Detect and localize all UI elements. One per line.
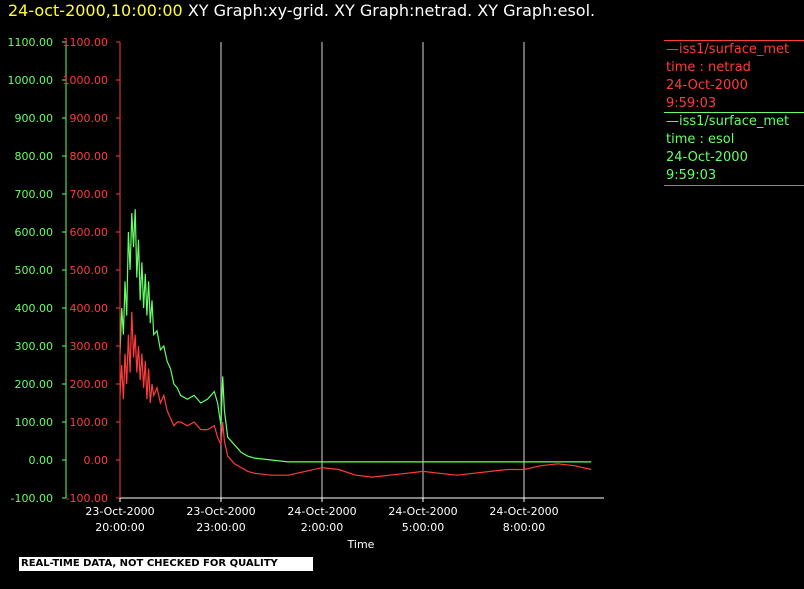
y-tick-label-netrad: 500.00 bbox=[70, 264, 109, 277]
y-tick-label-esol: 400.00 bbox=[15, 302, 54, 315]
legend-separator bbox=[664, 112, 804, 113]
y-tick-label-esol: 500.00 bbox=[15, 264, 54, 277]
x-tick-label-date: 24-Oct-2000 bbox=[388, 505, 457, 518]
x-tick-label-date: 23-Oct-2000 bbox=[85, 505, 154, 518]
x-axis-label: Time bbox=[347, 538, 375, 551]
series-line-netrad bbox=[119, 311, 592, 478]
y-tick-label-netrad: -100.00 bbox=[66, 492, 108, 505]
x-tick-label-date: 24-Oct-2000 bbox=[489, 505, 558, 518]
y-tick-label-netrad: 400.00 bbox=[70, 302, 109, 315]
x-tick-label-date: 23-Oct-2000 bbox=[186, 505, 255, 518]
y-tick-label-esol: 600.00 bbox=[15, 226, 54, 239]
legend-entry-netrad: —iss1/surface_met time : netrad 24-Oct-2… bbox=[664, 40, 804, 113]
y-tick-label-esol: 800.00 bbox=[15, 150, 54, 163]
y-tick-label-esol: 0.00 bbox=[29, 454, 54, 467]
legend-separator bbox=[664, 185, 804, 186]
legend-esol-variable: time : esol bbox=[666, 132, 735, 147]
series-layer bbox=[119, 209, 592, 478]
x-tick-label-time: 5:00:00 bbox=[402, 521, 444, 534]
y-tick-label-netrad: 900.00 bbox=[70, 112, 109, 125]
x-tick-label-date: 24-Oct-2000 bbox=[287, 505, 356, 518]
legend-esol-source: —iss1/surface_met bbox=[666, 114, 790, 129]
y-tick-label-esol: -100.00 bbox=[11, 492, 53, 505]
y-tick-label-esol: 900.00 bbox=[15, 112, 54, 125]
legend-netrad-date: 24-Oct-2000 bbox=[666, 78, 748, 93]
y-tick-label-netrad: 200.00 bbox=[70, 378, 109, 391]
legend-netrad-variable: time : netrad bbox=[666, 60, 751, 75]
y-tick-label-esol: 200.00 bbox=[15, 378, 54, 391]
vertical-gridlines bbox=[220, 42, 525, 498]
y-tick-label-esol: 700.00 bbox=[15, 188, 54, 201]
legend-esol-time: 9:59:03 bbox=[666, 168, 717, 183]
timestamp-title: 24-oct-2000,10:00:00 bbox=[8, 1, 183, 20]
legend-separator bbox=[664, 40, 804, 41]
tick-labels: -100.00 -100.00 0.00 0.00 100.00 100.00 200.00… bbox=[8, 36, 559, 534]
y-tick-label-netrad: 800.00 bbox=[70, 150, 109, 163]
x-tick-label-time: 8:00:00 bbox=[503, 521, 545, 534]
legend-entry-esol: —iss1/surface_met time : esol 24-Oct-200… bbox=[664, 112, 804, 186]
y-tick-label-netrad: 1100.00 bbox=[63, 36, 109, 49]
series-line-esol bbox=[119, 209, 592, 463]
graph-list-title: XY Graph:xy-grid. XY Graph:netrad. XY Gr… bbox=[187, 1, 596, 20]
legend-netrad-time: 9:59:03 bbox=[666, 96, 717, 111]
y-tick-label-esol: 1000.00 bbox=[8, 74, 54, 87]
y-tick-label-netrad: 700.00 bbox=[70, 188, 109, 201]
y-tick-label-netrad: 100.00 bbox=[70, 416, 109, 429]
legend-netrad-source: —iss1/surface_met bbox=[666, 42, 790, 57]
y-tick-label-esol: 100.00 bbox=[15, 416, 54, 429]
y-tick-label-esol: 1100.00 bbox=[8, 36, 54, 49]
y-tick-label-netrad: 600.00 bbox=[70, 226, 109, 239]
title-bar: 24-oct-2000,10:00:00 XY Graph:xy-grid. X… bbox=[8, 1, 595, 23]
x-tick-label-time: 2:00:00 bbox=[301, 521, 343, 534]
axes bbox=[62, 41, 604, 502]
y-tick-label-netrad: 300.00 bbox=[70, 340, 109, 353]
data-quality-notice: REAL-TIME DATA, NOT CHECKED FOR QUALITY bbox=[19, 557, 313, 571]
y-tick-label-netrad: 0.00 bbox=[84, 454, 109, 467]
x-tick-label-time: 23:00:00 bbox=[196, 521, 245, 534]
legend-esol-date: 24-Oct-2000 bbox=[666, 150, 748, 165]
y-tick-label-netrad: 1000.00 bbox=[63, 74, 109, 87]
x-tick-label-time: 20:00:00 bbox=[95, 521, 144, 534]
y-tick-label-esol: 300.00 bbox=[15, 340, 54, 353]
